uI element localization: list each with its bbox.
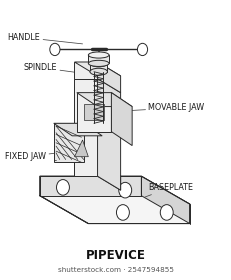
Polygon shape: [97, 162, 120, 190]
Polygon shape: [54, 123, 102, 136]
Polygon shape: [97, 62, 120, 93]
Polygon shape: [97, 79, 120, 190]
Ellipse shape: [88, 60, 109, 66]
Ellipse shape: [90, 60, 107, 67]
Circle shape: [160, 205, 173, 220]
Polygon shape: [74, 140, 88, 157]
Ellipse shape: [90, 68, 107, 75]
Polygon shape: [54, 123, 83, 162]
Polygon shape: [76, 93, 111, 132]
Polygon shape: [74, 62, 97, 79]
Polygon shape: [76, 93, 132, 107]
Polygon shape: [74, 162, 97, 176]
Polygon shape: [74, 162, 120, 176]
Text: PIPEVICE: PIPEVICE: [86, 249, 145, 262]
Text: MOVABLE JAW: MOVABLE JAW: [126, 103, 204, 113]
Polygon shape: [83, 104, 104, 120]
Circle shape: [50, 43, 60, 56]
Bar: [90, 63, 107, 72]
Polygon shape: [111, 93, 132, 146]
Circle shape: [137, 43, 147, 56]
Text: SPINDLE: SPINDLE: [24, 63, 91, 74]
Text: shutterstock.com · 2547594855: shutterstock.com · 2547594855: [58, 267, 173, 272]
Text: FIXED JAW: FIXED JAW: [5, 152, 60, 161]
Polygon shape: [74, 62, 120, 76]
Polygon shape: [40, 176, 141, 196]
Text: HANDLE: HANDLE: [8, 33, 82, 44]
Polygon shape: [40, 176, 189, 224]
Polygon shape: [141, 176, 189, 224]
Circle shape: [116, 205, 129, 220]
Polygon shape: [74, 79, 97, 176]
Text: BASEPLATE: BASEPLATE: [144, 183, 192, 197]
Ellipse shape: [88, 52, 109, 58]
Bar: [88, 55, 109, 63]
Circle shape: [118, 182, 131, 198]
Circle shape: [56, 179, 69, 195]
